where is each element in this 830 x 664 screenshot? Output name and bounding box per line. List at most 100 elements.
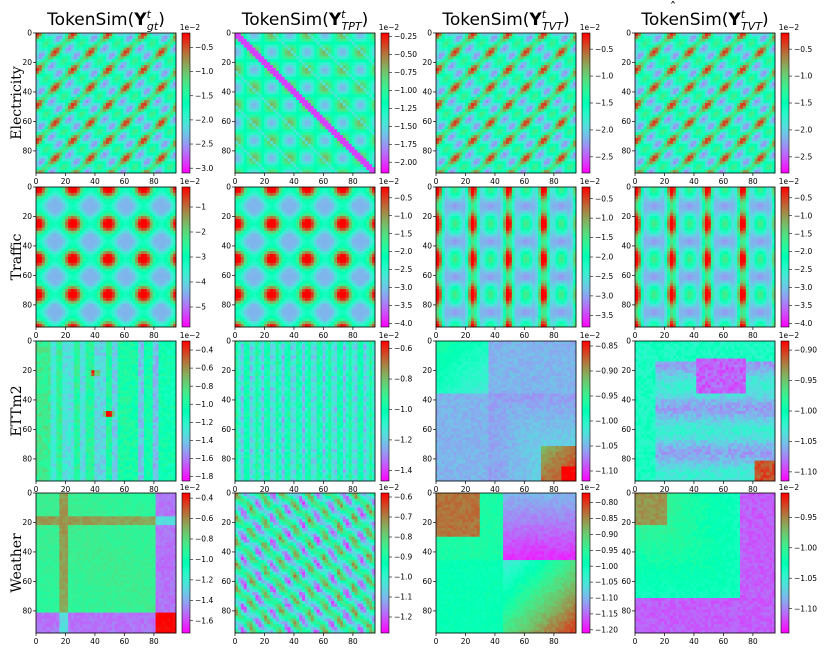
- heatmap-cell: [246, 164, 250, 168]
- heatmap-cell: [307, 126, 312, 130]
- heatmap-cell: [59, 158, 63, 162]
- heatmap-cell: [135, 138, 139, 142]
- heatmap-cell: [293, 44, 297, 48]
- heatmap-cell: [319, 158, 323, 162]
- heatmap-cell: [132, 117, 136, 121]
- heatmap-cell: [354, 47, 358, 51]
- heatmap-cell: [59, 38, 63, 43]
- heatmap-cell: [275, 103, 280, 107]
- heatmap-cell: [316, 38, 320, 43]
- heatmap-cell: [305, 68, 309, 72]
- heatmap-cell: [287, 62, 291, 66]
- heatmap-cell: [73, 120, 78, 124]
- heatmap-cell: [372, 161, 376, 165]
- heatmap-cell: [88, 108, 92, 113]
- heatmap-cell: [567, 33, 571, 37]
- heatmap-cell: [88, 146, 92, 151]
- heatmap-cell: [473, 44, 478, 48]
- heatmap-cell: [170, 120, 174, 124]
- heatmap-cell: [79, 123, 84, 127]
- heatmap-cell: [111, 135, 116, 139]
- heatmap-cell: [310, 170, 315, 174]
- heatmap-cell: [71, 158, 75, 162]
- heatmap-cell: [106, 117, 110, 121]
- heatmap-cell: [149, 164, 154, 168]
- heatmap-cell: [143, 108, 148, 113]
- heatmap-cell: [270, 73, 274, 78]
- heatmap-cell: [267, 76, 271, 81]
- heatmap-cell: [307, 59, 312, 63]
- heatmap-cell: [123, 44, 127, 48]
- heatmap-cell: [91, 143, 95, 148]
- heatmap-cell: [322, 56, 326, 60]
- heatmap-cell: [50, 76, 54, 81]
- heatmap-cell: [249, 100, 253, 104]
- heatmap-cell: [561, 44, 565, 48]
- heatmap-cell: [88, 164, 92, 168]
- heatmap-cell: [114, 41, 119, 46]
- heatmap-cell: [138, 65, 142, 69]
- heatmap-cell: [351, 123, 355, 127]
- heatmap-cell: [313, 53, 318, 57]
- heatmap-cell: [310, 117, 315, 121]
- heatmap-cell: [173, 132, 177, 136]
- heatmap-cell: [41, 33, 46, 37]
- heatmap-cell: [135, 152, 139, 156]
- heatmap-cell: [62, 105, 66, 110]
- heatmap-cell: [299, 70, 303, 75]
- heatmap-cell: [126, 138, 130, 142]
- heatmap-cell: [111, 114, 116, 118]
- heatmap-cell: [141, 82, 145, 86]
- heatmap-cell: [337, 149, 341, 153]
- heatmap-cell: [106, 120, 110, 124]
- heatmap-cell: [313, 38, 318, 43]
- heatmap-cell: [366, 91, 370, 95]
- heatmap-cell: [164, 88, 168, 92]
- heatmap-cell: [354, 62, 358, 66]
- heatmap-cell: [305, 105, 309, 110]
- heatmap-cell: [328, 146, 332, 151]
- heatmap-cell: [450, 44, 454, 48]
- heatmap-cell: [91, 111, 95, 116]
- heatmap-cell: [79, 108, 84, 113]
- heatmap-cell: [305, 33, 309, 37]
- heatmap-cell: [44, 65, 49, 69]
- heatmap-cell: [149, 138, 154, 142]
- heatmap-cell: [305, 91, 309, 95]
- heatmap-cell: [149, 44, 154, 48]
- heatmap-cell: [482, 41, 486, 46]
- heatmap-cell: [290, 79, 294, 83]
- heatmap-cell: [249, 62, 253, 66]
- heatmap-cell: [85, 135, 89, 139]
- heatmap-cell: [354, 35, 358, 40]
- heatmap-cell: [334, 33, 338, 37]
- heatmap-cell: [132, 155, 136, 159]
- heatmap-cell: [111, 155, 116, 159]
- heatmap-cell: [71, 82, 75, 86]
- heatmap-cell: [53, 120, 57, 124]
- heatmap-cell: [240, 132, 245, 136]
- heatmap-cell: [173, 68, 177, 72]
- heatmap-cell: [97, 56, 101, 60]
- heatmap-cell: [354, 114, 358, 118]
- heatmap-cell: [103, 79, 107, 83]
- heatmap-cell: [41, 155, 46, 159]
- heatmap-cell: [299, 82, 303, 86]
- heatmap-cell: [307, 73, 312, 78]
- heatmap-cell: [120, 70, 124, 75]
- heatmap-cell: [38, 105, 43, 110]
- heatmap-cell: [111, 164, 116, 168]
- heatmap-cell: [296, 138, 300, 142]
- heatmap-cell: [322, 170, 326, 174]
- heatmap-cell: [111, 82, 116, 86]
- heatmap-cell: [372, 38, 376, 43]
- heatmap-cell: [270, 59, 274, 63]
- heatmap-cell: [44, 155, 49, 159]
- heatmap-cell: [351, 59, 355, 63]
- heatmap-cell: [44, 170, 49, 174]
- heatmap-cell: [325, 161, 329, 165]
- heatmap-cell: [44, 111, 49, 116]
- heatmap-cell: [284, 68, 288, 72]
- heatmap-cell: [44, 56, 49, 60]
- heatmap-cell: [240, 44, 245, 48]
